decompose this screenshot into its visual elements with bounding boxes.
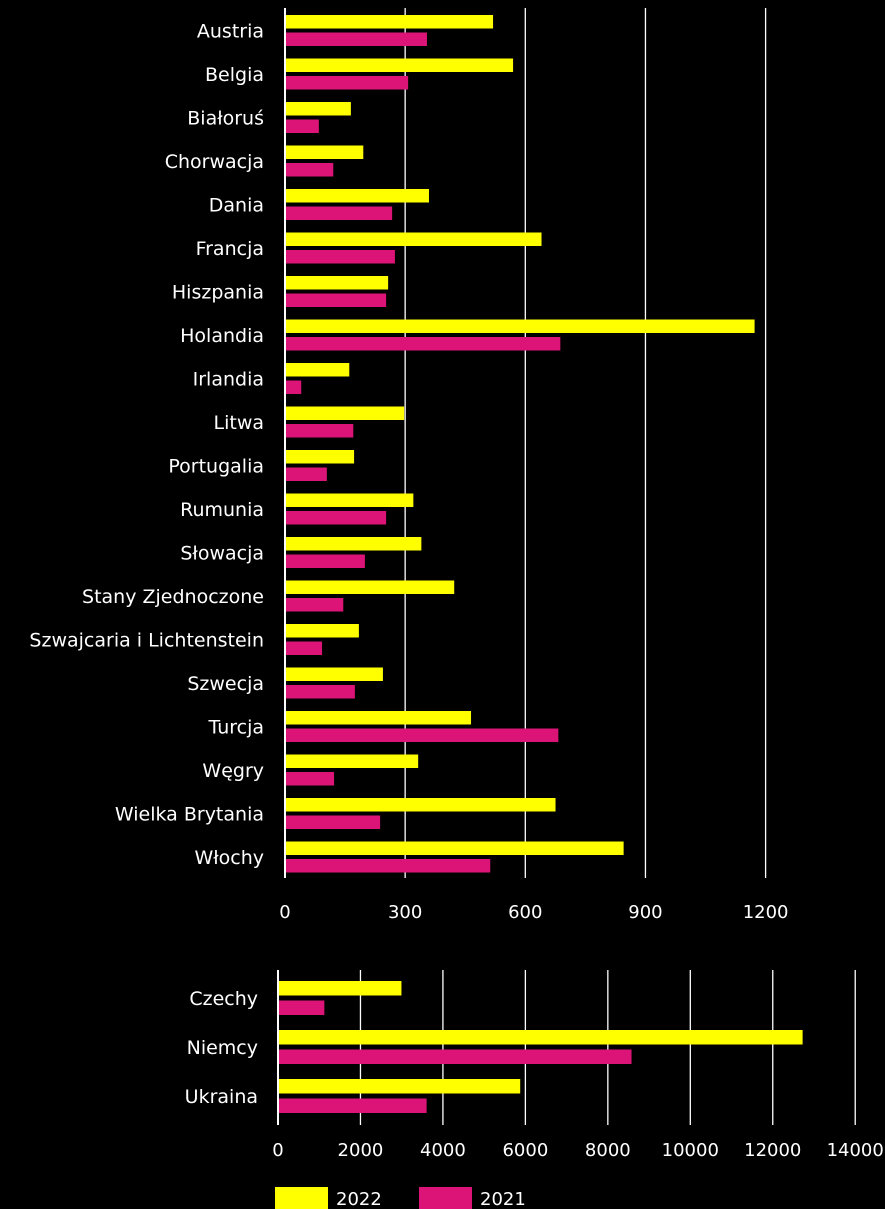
category-label: Rumunia — [180, 499, 264, 521]
bar-2022 — [286, 493, 414, 507]
category-label: Hiszpania — [172, 282, 264, 304]
bar-2022 — [286, 276, 389, 290]
bar-2021 — [286, 32, 427, 46]
bar-2021 — [286, 554, 365, 568]
category-label: Dania — [209, 195, 264, 217]
category-label: Czechy — [189, 988, 258, 1010]
bar-2022 — [286, 232, 542, 246]
bar-2022 — [286, 754, 419, 768]
bar-2021 — [286, 598, 344, 612]
bar-2021 — [286, 380, 302, 394]
x-tick-label: 4000 — [420, 1140, 466, 1161]
x-tick-label: 2000 — [338, 1140, 384, 1161]
category-label: Litwa — [214, 412, 265, 434]
bar-2022 — [286, 711, 472, 725]
bar-2022 — [286, 15, 494, 29]
category-label: Słowacja — [180, 543, 264, 565]
legend-swatch-2022 — [275, 1187, 328, 1209]
bar-2021 — [286, 424, 354, 438]
bar-2021 — [286, 163, 334, 177]
bar-2022 — [286, 841, 624, 855]
x-tick-label: 0 — [272, 1140, 283, 1161]
bar-2022 — [286, 145, 364, 159]
bar-2022 — [279, 1030, 803, 1045]
category-label: Niemcy — [187, 1037, 258, 1059]
bar-2022 — [286, 624, 359, 638]
bar-2022 — [279, 1079, 521, 1094]
category-label: Ukraina — [185, 1086, 258, 1108]
bar-2022 — [286, 798, 556, 812]
category-label: Szwajcaria i Lichtenstein — [29, 630, 264, 652]
category-label: Białoruś — [187, 108, 264, 130]
bar-2022 — [279, 981, 402, 996]
x-tick-label: 600 — [508, 902, 542, 923]
x-tick-label: 12000 — [744, 1140, 801, 1161]
bar-2022 — [286, 406, 405, 420]
x-tick-label: 0 — [279, 902, 290, 923]
x-tick-label: 10000 — [662, 1140, 719, 1161]
x-tick-label: 300 — [388, 902, 422, 923]
bar-2021 — [286, 641, 323, 655]
bar-2022 — [286, 319, 755, 333]
bar-2022 — [286, 667, 383, 681]
category-label: Holandia — [180, 325, 264, 347]
bar-2021 — [286, 467, 327, 481]
bar-2022 — [286, 189, 429, 203]
bar-2021 — [279, 1049, 632, 1064]
category-label: Austria — [197, 21, 264, 43]
legend-label: 2022 — [336, 1189, 382, 1209]
bar-2022 — [286, 58, 514, 72]
x-tick-label: 14000 — [827, 1140, 884, 1161]
category-label: Węgry — [202, 760, 264, 782]
category-label: Wielka Brytania — [115, 804, 264, 826]
bar-2021 — [279, 1000, 325, 1015]
bar-2022 — [286, 363, 350, 377]
category-label: Chorwacja — [165, 151, 264, 173]
x-tick-label: 8000 — [585, 1140, 631, 1161]
bar-2021 — [286, 815, 381, 829]
category-label: Belgia — [205, 64, 264, 86]
category-label: Stany Zjednoczone — [82, 586, 264, 608]
legend-swatch-2021 — [419, 1187, 472, 1209]
legend-label: 2021 — [480, 1189, 526, 1209]
category-label: Irlandia — [193, 369, 264, 391]
bar-2021 — [286, 859, 491, 873]
x-tick-label: 1200 — [743, 902, 789, 923]
category-label: Francja — [196, 238, 264, 260]
bar-2021 — [286, 772, 335, 786]
category-label: Szwecja — [187, 673, 264, 695]
category-label: Turcja — [207, 717, 264, 739]
bar-2021 — [286, 685, 355, 699]
bar-2022 — [286, 580, 455, 594]
x-tick-label: 6000 — [502, 1140, 548, 1161]
bar-2022 — [286, 450, 355, 464]
category-label: Portugalia — [168, 456, 264, 478]
bar-2021 — [279, 1098, 427, 1113]
x-tick-label: 900 — [628, 902, 662, 923]
category-label: Włochy — [194, 847, 264, 869]
bar-2022 — [286, 537, 422, 551]
bar-2021 — [286, 511, 387, 525]
bar-2021 — [286, 293, 387, 307]
bar-2021 — [286, 728, 559, 742]
bar-2022 — [286, 102, 351, 116]
bar-2021 — [286, 337, 561, 351]
bar-2021 — [286, 76, 409, 90]
bar-2021 — [286, 206, 393, 220]
bar-2021 — [286, 250, 395, 264]
bar-2021 — [286, 119, 319, 133]
